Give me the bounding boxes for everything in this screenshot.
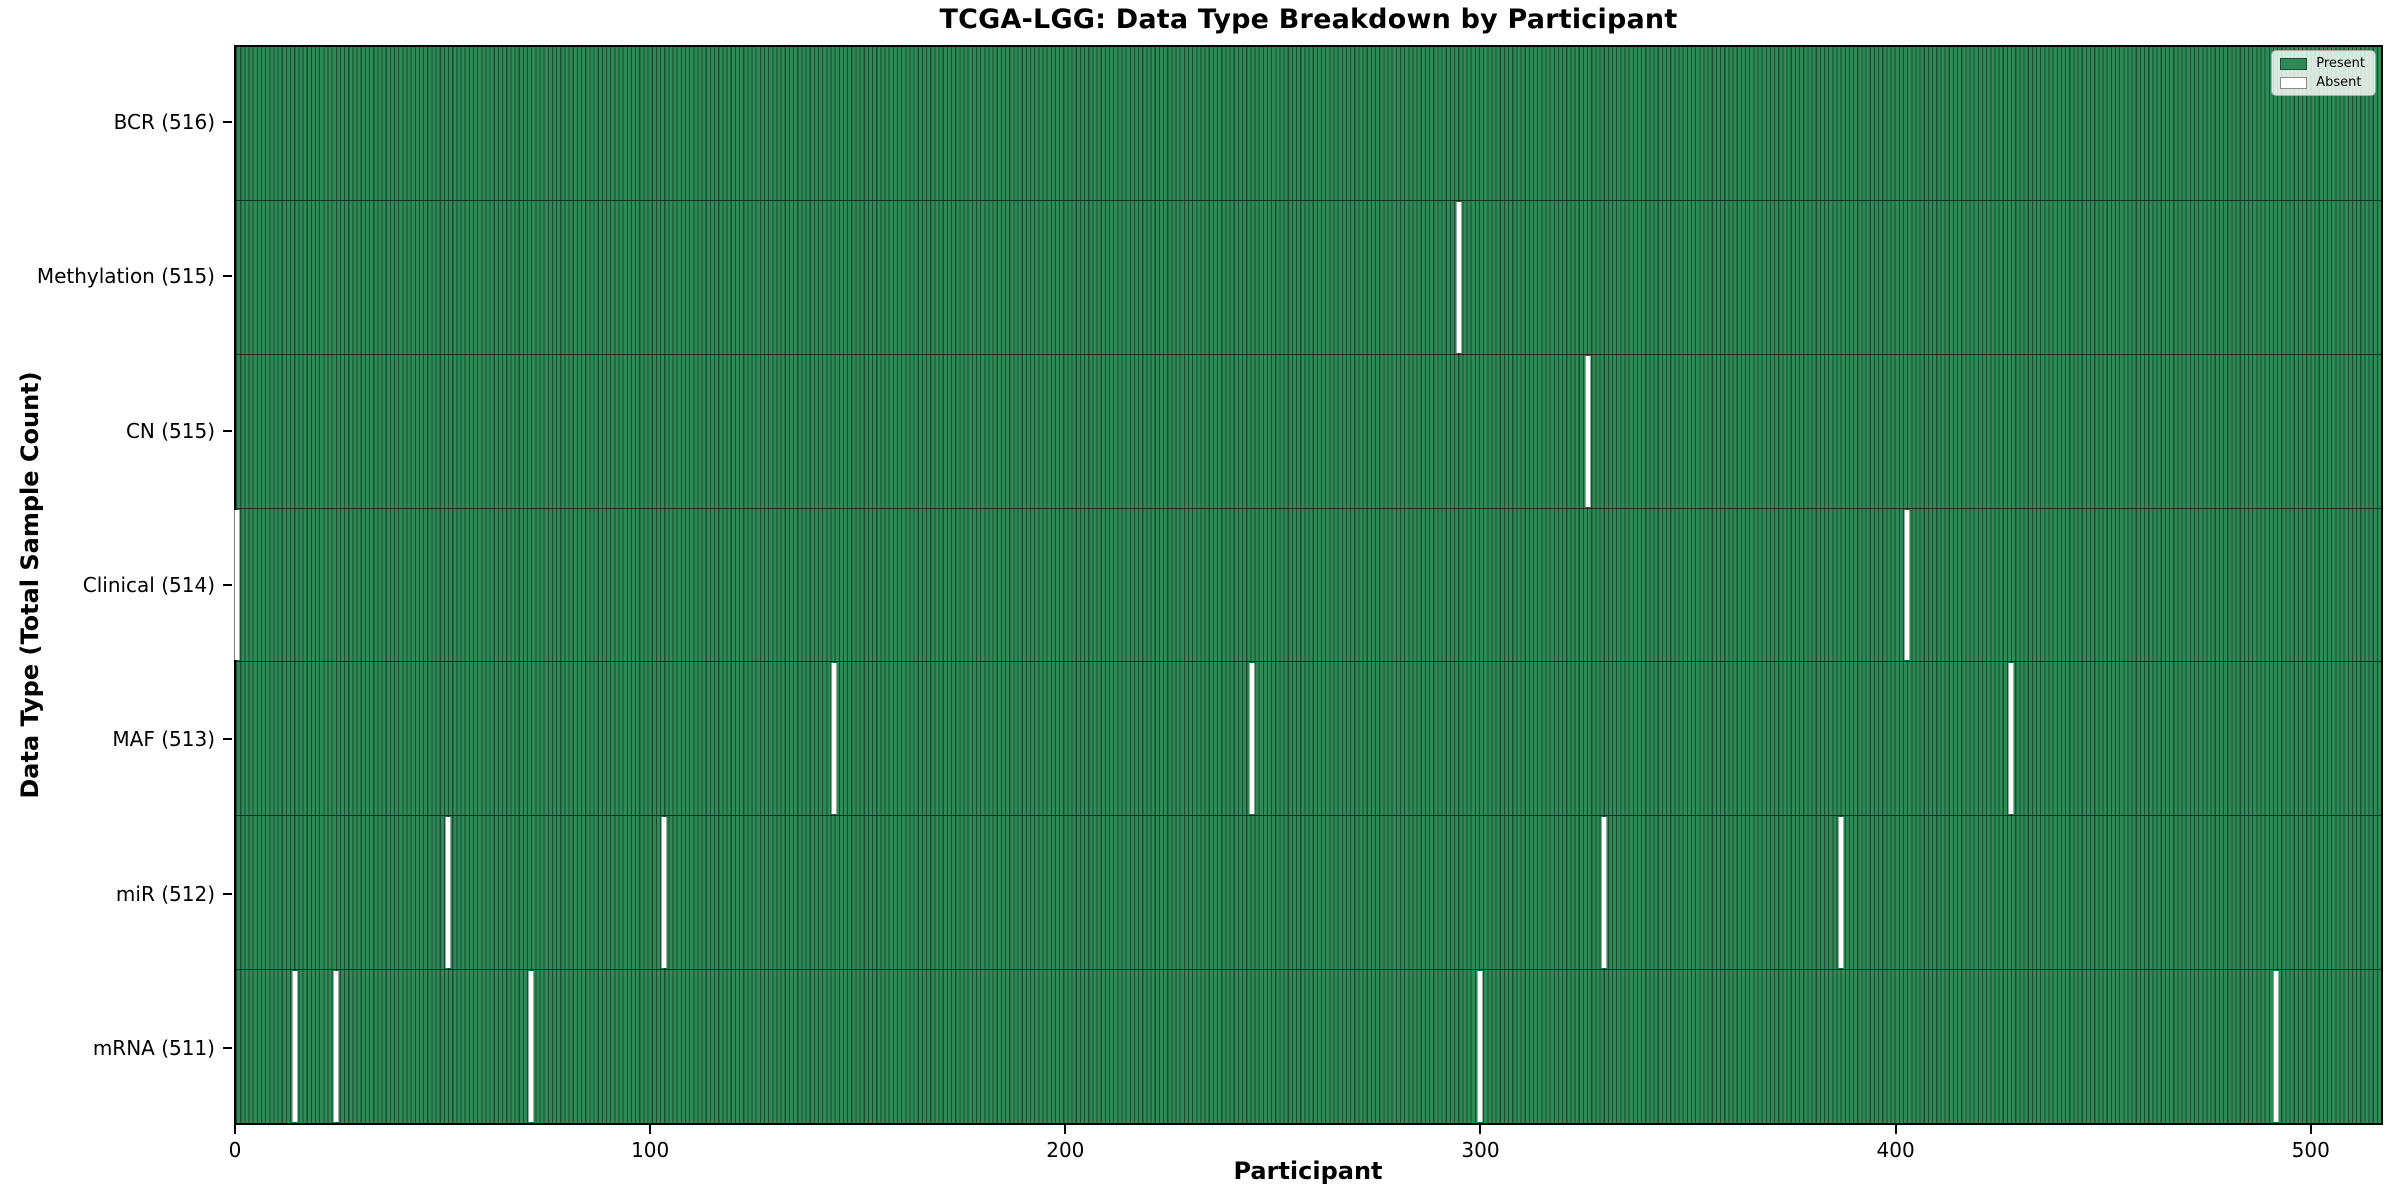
x-tick-label: 300 [1461,1138,1500,1162]
y-tick-mark [223,584,232,586]
absent-marker [292,971,298,1123]
absent-marker [1585,355,1591,507]
plot-rows [234,47,2381,1124]
data-type-row [236,661,2381,816]
chart-title: TCGA-LGG: Data Type Breakdown by Partici… [939,4,1678,35]
y-tick-label: Clinical (514) [82,573,215,597]
x-tick-label: 400 [1876,1138,1915,1162]
x-tick-labels: 0 100 200 300 400 500 [229,1125,2383,1171]
data-type-row [236,815,2381,970]
data-type-row [236,47,2381,200]
legend-item-present: Present [2280,57,2365,70]
absent-marker [1601,817,1607,969]
absent-marker [234,509,240,661]
y-tick-labels: BCR (516) Methylation (515) CN (515) Clinic… [0,45,232,1125]
x-tick-mark [649,1125,652,1134]
legend-label-absent: Absent [2316,75,2362,90]
absent-marker [1249,663,1255,815]
x-tick-mark [234,1125,237,1134]
legend-swatch-absent [2280,76,2308,89]
x-tick-mark [1894,1125,1897,1134]
absent-marker [445,817,451,969]
absent-marker [1904,509,1910,661]
y-tick-mark [223,1046,232,1049]
x-tick-label: 100 [631,1138,670,1162]
legend-label-present: Present [2316,56,2365,71]
data-type-row [236,199,2381,354]
y-tick-mark [223,429,232,432]
y-tick-label: CN (515) [125,418,215,443]
x-tick-mark [1479,1125,1482,1134]
y-tick-label: miR (512) [115,881,215,906]
legend-swatch-present [2280,57,2308,70]
data-type-row [236,353,2381,508]
x-tick-mark [2309,1125,2312,1134]
plot-area: Present Absent [234,45,2383,1125]
absent-marker [831,663,837,815]
data-type-row [236,969,2381,1124]
data-type-row [234,507,2381,662]
x-axis-title: Participant [1233,1157,1383,1185]
y-tick-mark [223,275,232,278]
y-tick-mark [223,121,232,124]
y-tick-label: mRNA (511) [92,1035,215,1060]
x-tick-mark [1064,1125,1067,1134]
x-tick-label: 500 [2291,1138,2330,1162]
y-tick-mark [223,892,232,895]
absent-marker [1456,201,1462,353]
y-tick-label: BCR (516) [113,110,215,135]
x-tick-label: 0 [228,1138,242,1162]
y-tick-mark [223,738,232,741]
absent-marker [2273,971,2279,1123]
absent-marker [333,971,339,1123]
legend: Present Absent [2271,50,2376,96]
y-tick-label: MAF (513) [112,727,215,752]
absent-marker [1838,817,1844,969]
absent-marker [1477,971,1483,1123]
absent-marker [2008,663,2014,815]
absent-marker [528,971,534,1123]
absent-marker [661,817,667,969]
x-tick-label: 200 [1046,1138,1085,1162]
legend-item-absent: Absent [2280,76,2365,89]
y-tick-label: Methylation (515) [36,264,215,289]
